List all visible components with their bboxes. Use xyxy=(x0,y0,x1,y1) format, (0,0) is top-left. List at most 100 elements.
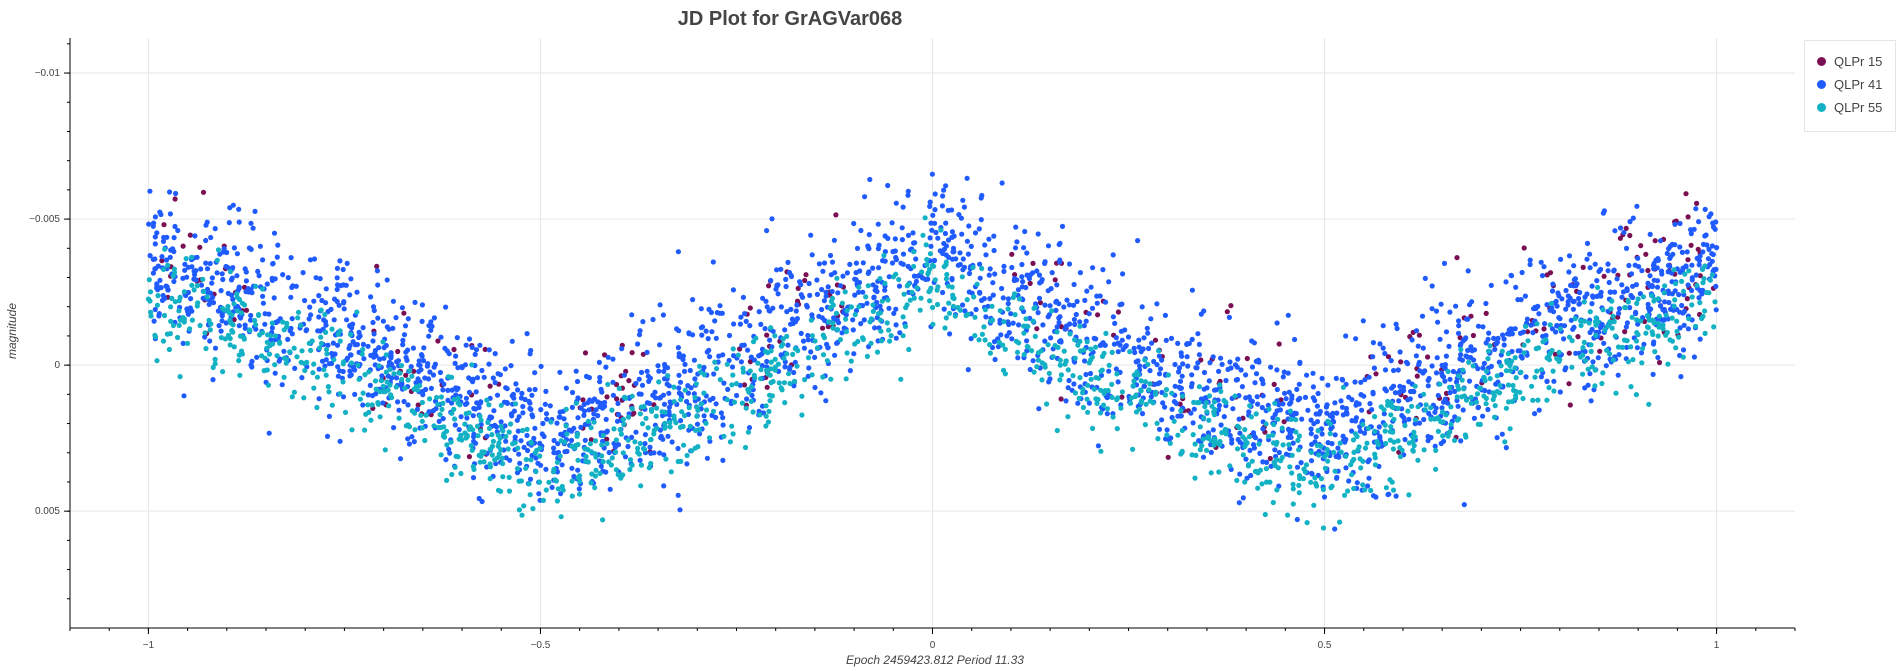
data-point xyxy=(377,356,383,362)
data-point xyxy=(383,342,389,349)
data-point xyxy=(972,333,978,339)
data-point xyxy=(1210,427,1216,433)
data-point xyxy=(1611,268,1617,274)
data-point xyxy=(1600,307,1606,313)
data-point xyxy=(490,375,496,381)
legend-item-qlpr15[interactable]: QLPr 15 xyxy=(1817,52,1882,70)
data-point xyxy=(636,376,642,382)
data-point xyxy=(1159,417,1165,423)
data-point xyxy=(1072,390,1078,396)
data-point xyxy=(808,232,814,238)
data-point xyxy=(690,332,696,338)
data-point xyxy=(717,377,723,383)
data-point xyxy=(487,464,494,470)
data-point xyxy=(1645,267,1651,274)
data-point xyxy=(1259,481,1265,487)
data-point xyxy=(1693,272,1699,278)
data-point xyxy=(712,318,718,324)
data-point xyxy=(1576,295,1582,302)
data-point xyxy=(1296,482,1302,488)
data-point xyxy=(768,359,774,365)
data-point xyxy=(249,290,255,296)
data-point xyxy=(1500,332,1506,338)
data-point xyxy=(1549,347,1555,354)
data-point xyxy=(1234,446,1241,452)
data-point xyxy=(767,372,773,378)
data-point xyxy=(1599,380,1605,387)
data-point xyxy=(1001,263,1007,269)
data-point xyxy=(1110,414,1116,420)
data-point xyxy=(809,372,815,378)
data-point xyxy=(198,266,204,272)
data-point xyxy=(260,257,266,263)
data-point xyxy=(1685,214,1691,220)
data-point xyxy=(1057,240,1063,246)
data-point xyxy=(538,462,544,468)
data-point xyxy=(1009,336,1015,342)
data-point xyxy=(1319,375,1325,381)
data-point xyxy=(1411,443,1417,449)
legend-item-qlpr41[interactable]: QLPr 41 xyxy=(1817,75,1882,93)
data-point xyxy=(1176,369,1182,375)
data-point xyxy=(1117,342,1123,348)
data-point xyxy=(1651,298,1657,304)
data-point xyxy=(991,247,997,254)
data-point xyxy=(1178,350,1184,356)
data-point xyxy=(469,362,475,368)
data-point xyxy=(1178,408,1184,414)
data-point xyxy=(860,289,866,295)
data-point xyxy=(393,384,399,390)
data-point xyxy=(794,363,800,369)
legend-item-qlpr55[interactable]: QLPr 55 xyxy=(1817,98,1882,116)
data-point xyxy=(226,310,232,316)
data-point xyxy=(1159,357,1165,363)
data-point xyxy=(758,367,764,373)
data-point xyxy=(1615,344,1622,350)
data-point xyxy=(900,251,907,257)
data-point xyxy=(597,470,603,477)
data-point xyxy=(262,311,268,317)
data-point xyxy=(900,314,906,320)
data-point xyxy=(466,454,472,460)
data-point xyxy=(1332,468,1338,474)
data-point xyxy=(1109,381,1115,387)
data-point xyxy=(438,452,444,458)
data-point xyxy=(1588,342,1594,348)
data-point xyxy=(1607,351,1613,357)
data-point xyxy=(1710,220,1716,226)
data-point xyxy=(1066,302,1073,308)
data-point xyxy=(334,342,341,348)
data-point xyxy=(968,243,974,249)
data-point xyxy=(1119,389,1125,395)
data-point xyxy=(1332,526,1338,532)
data-point xyxy=(990,292,996,298)
data-point xyxy=(314,374,320,380)
data-point xyxy=(982,337,988,343)
data-point xyxy=(1361,430,1368,436)
data-point xyxy=(1461,393,1467,399)
data-point xyxy=(1602,327,1608,333)
data-point xyxy=(1023,316,1029,322)
data-point xyxy=(563,423,569,429)
data-point xyxy=(216,323,222,329)
data-point xyxy=(1592,367,1598,373)
data-point xyxy=(930,321,936,327)
data-point xyxy=(1311,421,1317,427)
data-point xyxy=(668,469,674,475)
data-point xyxy=(421,345,427,351)
data-point xyxy=(1645,325,1651,331)
data-point xyxy=(602,399,608,406)
data-point xyxy=(935,235,941,241)
data-point xyxy=(1285,370,1291,376)
data-point xyxy=(256,273,262,279)
data-point xyxy=(1372,428,1378,434)
data-point xyxy=(802,277,808,284)
data-point xyxy=(471,438,477,444)
data-point xyxy=(388,355,394,361)
data-point xyxy=(791,369,797,376)
data-point xyxy=(300,270,306,276)
data-point xyxy=(574,378,581,385)
data-point xyxy=(1390,487,1397,493)
data-point xyxy=(1429,306,1435,312)
